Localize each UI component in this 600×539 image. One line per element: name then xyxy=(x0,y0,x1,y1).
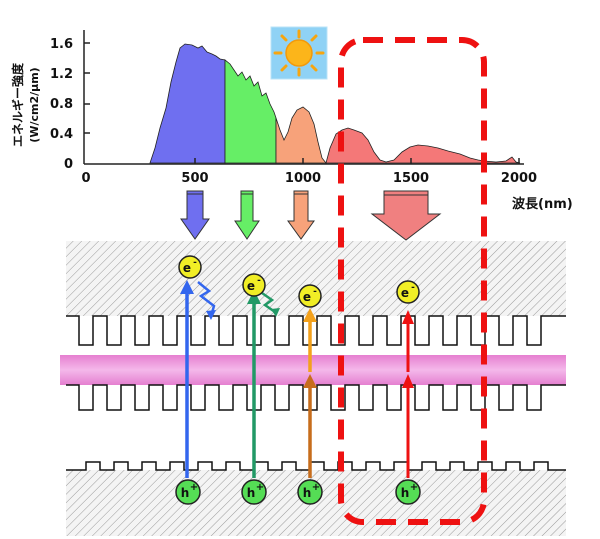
y-tick-label: 1.2 xyxy=(50,67,73,82)
svg-text:h: h xyxy=(181,486,190,500)
svg-text:e: e xyxy=(401,286,409,300)
y-tick-label: 0.4 xyxy=(50,127,73,142)
svg-text:-: - xyxy=(411,283,415,293)
hole: h + xyxy=(175,479,201,505)
y-tick-label: 1.6 xyxy=(50,37,73,52)
svg-text:-: - xyxy=(313,287,317,297)
x-tick-label: 500 xyxy=(181,171,208,186)
orange-excitation xyxy=(303,308,317,478)
infrared-highlight-box xyxy=(338,37,487,525)
sun-icon xyxy=(270,26,328,80)
green-light-arrow xyxy=(234,190,260,240)
x-tick-label: 2000 xyxy=(501,171,537,186)
svg-text:+: + xyxy=(410,482,418,493)
blue-excitation xyxy=(180,280,216,478)
blue-light-arrow xyxy=(180,190,210,240)
band-red xyxy=(325,127,521,164)
electrons: e - e - e - e - xyxy=(178,255,420,308)
spectrum-chart: 1.6 1.2 0.8 0.4 0 0 500 1000 1500 2000 エ… xyxy=(10,30,573,212)
svg-text:-: - xyxy=(193,258,197,268)
electron: e - xyxy=(178,255,202,279)
x-axis-title: 波長(nm) xyxy=(512,196,573,212)
svg-text:h: h xyxy=(401,486,410,500)
spectrum-bands xyxy=(149,43,521,164)
hole: h + xyxy=(241,479,267,505)
orange-light-arrow xyxy=(287,190,315,240)
well-lower-edge xyxy=(66,384,566,411)
x-tick-label: 1000 xyxy=(285,171,321,186)
electron: e - xyxy=(298,284,322,308)
svg-text:+: + xyxy=(256,482,264,493)
valence-band-edge xyxy=(66,461,566,471)
y-tick-labels: 1.6 1.2 0.8 0.4 0 xyxy=(50,37,73,172)
svg-text:h: h xyxy=(247,486,256,500)
x-tick-labels: 0 500 1000 1500 2000 xyxy=(81,171,537,186)
y-tick-label: 0.8 xyxy=(50,97,73,112)
x-tick-label: 0 xyxy=(81,171,90,186)
wavelength-arrows xyxy=(180,190,442,241)
electron: e - xyxy=(396,280,420,304)
svg-text:+: + xyxy=(190,482,198,493)
red-excitation xyxy=(402,310,414,478)
svg-text:-: - xyxy=(257,276,261,286)
svg-text:e: e xyxy=(183,261,191,275)
svg-text:e: e xyxy=(247,279,255,293)
x-tick-label: 1500 xyxy=(393,171,429,186)
holes: h + h + h + h + xyxy=(175,479,421,505)
hole: h + xyxy=(395,479,421,505)
green-excitation xyxy=(247,290,280,478)
svg-text:e: e xyxy=(303,290,311,304)
excitation-arrows xyxy=(180,280,414,478)
electron: e - xyxy=(242,273,266,297)
red-light-arrow xyxy=(370,190,442,241)
band-green xyxy=(224,59,277,164)
hole: h + xyxy=(297,479,323,505)
band-blue xyxy=(149,43,226,164)
svg-text:+: + xyxy=(312,482,320,493)
y-axis-title: エネルギー強度 xyxy=(10,62,25,147)
band-orange xyxy=(275,106,327,164)
chart-axes xyxy=(83,30,524,165)
svg-text:h: h xyxy=(303,486,312,500)
y-axis-unit: (W/cm2/μm) xyxy=(28,67,41,142)
y-tick-label: 0 xyxy=(64,157,73,172)
